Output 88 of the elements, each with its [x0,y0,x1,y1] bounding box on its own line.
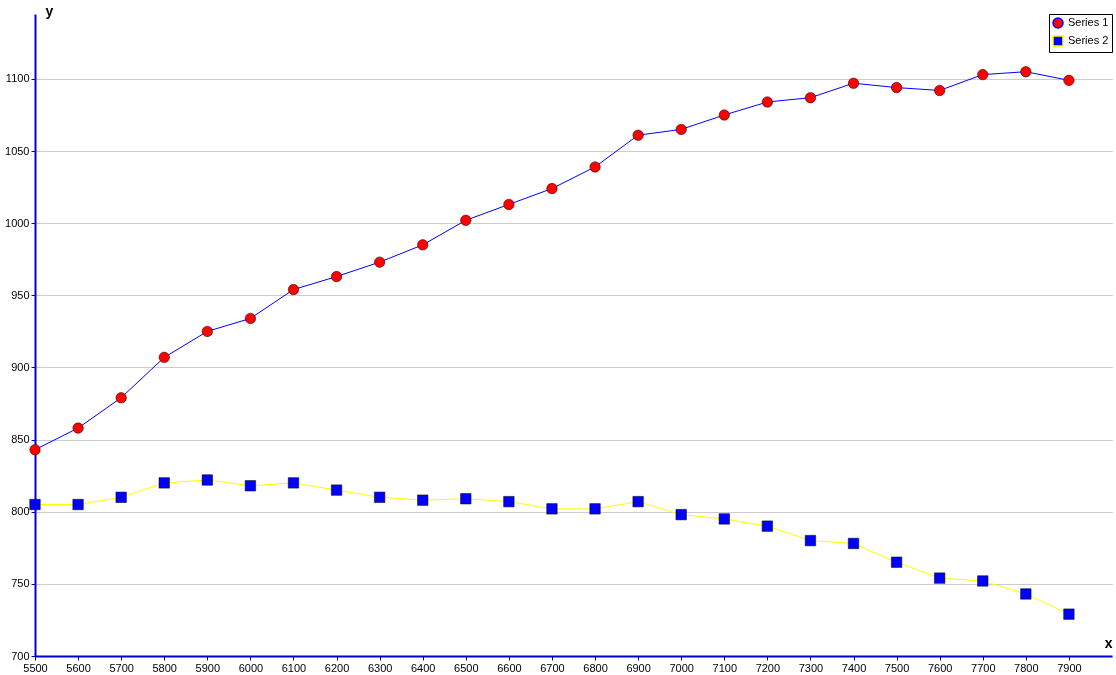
x-tick-label: 5700 [109,661,134,674]
point [201,474,213,486]
point [804,92,816,104]
point [546,503,558,515]
x-tick-label: 6700 [540,661,565,674]
y-axis-title: y [45,2,54,19]
point [632,496,644,508]
x-tick-label: 7200 [755,661,781,674]
point [934,84,946,96]
point [891,556,903,568]
y-tick-label: 1000 [5,216,30,229]
point [761,96,773,108]
point [374,256,386,268]
point [503,496,515,508]
x-tick-label: 5800 [152,661,177,674]
point [287,284,299,296]
y-tick-label: 750 [11,577,30,590]
y-tick-label: 1050 [5,144,30,157]
point [1063,608,1075,620]
x-tick-label: 7800 [1014,661,1039,674]
x-tick-label: 7700 [971,661,996,674]
legend-label: Series 2 [1068,34,1109,46]
point [29,499,41,511]
y-tick-label: 900 [11,360,30,373]
point [72,422,84,434]
x-tick-label: 5600 [66,661,91,674]
point [460,214,472,226]
y-tick-label: 950 [11,288,30,301]
point [331,271,343,283]
point [201,325,213,337]
x-axis-title: x [1104,634,1113,651]
x-tick-label: 6600 [497,661,522,674]
point [374,491,386,503]
point [675,509,687,521]
x-tick-label: 7100 [712,661,738,674]
point [287,477,299,489]
x-tick-label: 6900 [626,661,651,674]
y-tick-label: 700 [11,649,30,662]
point [977,69,989,81]
x-tick-label: 6000 [238,661,264,674]
point [244,312,256,324]
x-tick-label: 6800 [583,661,608,674]
point [675,123,687,135]
point [848,537,860,549]
point [546,183,558,195]
point [115,392,127,404]
x-tick-label: 7400 [841,661,867,674]
point [1063,74,1075,86]
y-tick-label: 800 [11,505,30,518]
point [589,503,601,515]
point [158,351,170,363]
point [761,520,773,532]
x-tick-label: 7300 [798,661,824,674]
point [977,575,989,587]
x-tick-label: 7900 [1057,661,1082,674]
point [503,198,515,210]
x-tick-label: 7000 [669,661,694,674]
point [115,491,127,503]
point [417,239,429,251]
point [1020,588,1032,600]
x-tick-label: 7600 [927,661,953,674]
point [632,129,644,141]
x-tick-label: 7500 [884,661,910,674]
point [718,109,730,121]
point [158,477,170,489]
x-tick-label: 6500 [454,661,479,674]
x-tick-label: 6300 [367,661,393,674]
x-tick-label: 5900 [195,661,221,674]
x-tick-label: 6100 [281,661,307,674]
point [848,77,860,89]
point [331,484,343,496]
x-tick-label: 6400 [410,661,436,674]
point [29,444,41,456]
point [589,161,601,173]
point [244,480,256,492]
x-tick-label: 6200 [324,661,350,674]
y-tick-label: 850 [11,433,30,446]
point [891,82,903,94]
x-tick-label: 5500 [23,661,48,674]
point [934,572,946,584]
point [1020,66,1032,78]
point [72,499,84,511]
legend-label: Series 1 [1068,16,1109,28]
point [804,535,816,547]
point [460,493,472,505]
point [718,513,730,525]
y-tick-label: 1100 [5,72,30,85]
point [417,494,429,506]
